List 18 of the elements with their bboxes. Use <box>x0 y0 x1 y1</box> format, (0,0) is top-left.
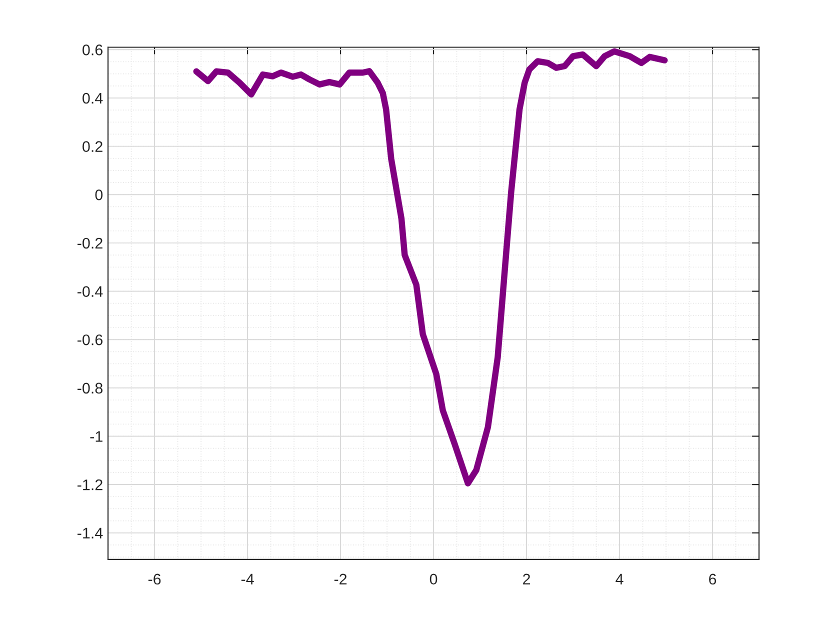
x-tick-label: 6 <box>709 574 716 585</box>
y-tick-label: -0.2 <box>78 238 102 249</box>
x-tick-label: 4 <box>616 574 624 584</box>
y-tick-label: -1.4 <box>78 528 103 538</box>
x-tick-label: -4 <box>241 574 254 584</box>
x-tick-label: 0 <box>430 574 438 585</box>
x-tick-label: 2 <box>523 574 530 584</box>
x-tick-label: -6 <box>148 574 161 585</box>
y-tick-label: 0.6 <box>82 44 102 56</box>
y-tick-label: -0.6 <box>78 334 102 346</box>
y-tick-label: 0.2 <box>82 141 102 152</box>
y-tick-label: -0.8 <box>78 382 102 394</box>
y-tick-label: -1 <box>90 431 102 442</box>
y-tick-label: -0.4 <box>78 286 103 297</box>
y-tick-label: 0.4 <box>82 92 103 104</box>
y-tick-label: -1.2 <box>78 479 102 490</box>
y-tick-label: 0 <box>95 189 103 200</box>
x-tick-label: -2 <box>334 574 347 584</box>
